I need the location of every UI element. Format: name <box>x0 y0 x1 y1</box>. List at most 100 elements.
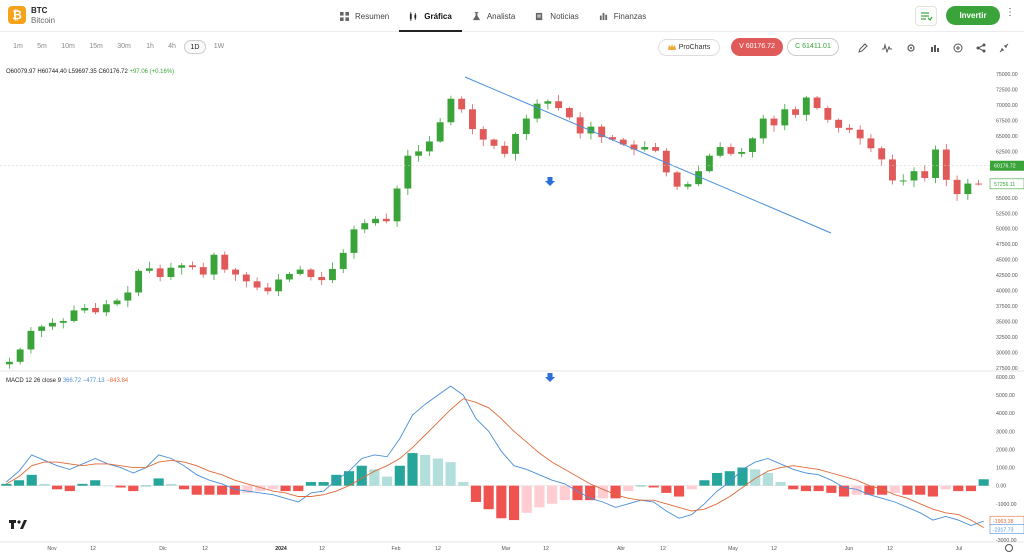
bitcoin-logo-icon: ₿ <box>8 6 26 24</box>
time-tick-label: Feb <box>392 546 401 552</box>
candle-body <box>964 183 972 195</box>
candle-body <box>630 144 638 150</box>
candle-body <box>716 147 724 156</box>
crown-icon <box>667 44 676 50</box>
candle-body <box>856 129 864 139</box>
candle-body <box>59 320 67 323</box>
chart-type-icon[interactable] <box>930 43 940 53</box>
histogram-bar <box>597 485 608 499</box>
candle-body <box>899 180 907 182</box>
candle-body <box>522 118 530 135</box>
histogram-bar <box>559 485 570 501</box>
more-options-icon[interactable]: ⋮ <box>1005 7 1015 18</box>
price-tick-label: 27500.00 <box>996 366 1018 372</box>
tab-resumen[interactable]: Resumen <box>330 0 399 32</box>
candle-body <box>113 300 121 305</box>
timeframe-1h[interactable]: 1h <box>146 43 154 50</box>
histogram-bar <box>762 472 773 486</box>
histogram-bar <box>166 483 177 486</box>
timeframe-1d[interactable]: 1D <box>184 40 206 54</box>
tab-analista[interactable]: Analista <box>462 0 525 32</box>
candle-body <box>598 126 606 138</box>
histogram-bar <box>394 465 405 486</box>
price-tick-label: 62500.00 <box>996 149 1018 155</box>
main-nav: Resumen Gráfica Analista Noticias Finanz… <box>330 0 656 32</box>
histogram-bar <box>686 485 697 490</box>
candle-body <box>156 268 164 278</box>
time-tick-label: 12 <box>202 546 208 552</box>
histogram-bar <box>280 485 291 492</box>
timeframe-10m[interactable]: 10m <box>61 43 75 50</box>
histogram-bar <box>673 485 685 497</box>
histogram-bar <box>432 458 443 486</box>
candle-body <box>307 269 315 278</box>
candle-body <box>738 151 746 154</box>
histogram-bar <box>242 485 253 493</box>
ohlc-close: C60176.72 <box>98 69 128 75</box>
timeframe-4h[interactable]: 4h <box>168 43 176 50</box>
candle-body <box>878 148 886 160</box>
histogram-bar <box>445 462 456 486</box>
price-tick-label: 30000.00 <box>996 351 1018 357</box>
histogram-bar <box>255 485 266 492</box>
asset-name: Bitcoin <box>31 16 56 25</box>
price-tick-label: 47500.00 <box>996 242 1018 248</box>
price-chart[interactable]: 75000.00 72500.00 70000.00 67500.00 65000.00… <box>0 62 1024 560</box>
sell-button[interactable]: V 60176.72 <box>731 38 783 56</box>
add-comparison-icon[interactable] <box>953 43 963 53</box>
indicators-icon[interactable] <box>882 43 892 53</box>
draw-pencil-icon[interactable] <box>858 43 868 53</box>
tab-noticias[interactable]: Noticias <box>525 0 588 32</box>
collapse-icon[interactable] <box>999 43 1009 53</box>
candle-body <box>425 141 433 152</box>
candle-body <box>372 218 379 224</box>
macd-tick-label: 3000.00 <box>996 429 1015 435</box>
candle-body <box>533 103 541 119</box>
watchlist-button[interactable] <box>915 6 937 26</box>
timeframe-30m[interactable]: 30m <box>117 43 131 50</box>
candle-body <box>415 151 423 156</box>
candle-body <box>975 183 983 185</box>
tab-finanzas[interactable]: Finanzas <box>589 0 656 32</box>
candle-body <box>619 139 627 145</box>
histogram-bar <box>369 469 380 486</box>
macd-tick-label: 5000.00 <box>996 393 1015 399</box>
candle-body <box>587 126 595 134</box>
histogram-bar <box>305 482 317 486</box>
candle-body <box>673 172 681 187</box>
timeframe-1w[interactable]: 1W <box>213 43 225 50</box>
candle-body <box>781 109 789 126</box>
tab-grafica[interactable]: Gráfica <box>399 0 462 32</box>
histogram-bar <box>940 485 951 490</box>
histogram-bar <box>750 469 761 486</box>
candle-body <box>264 287 272 292</box>
ohlc-low: L59697.35 <box>68 69 97 75</box>
candle-body <box>49 322 56 327</box>
histogram-bar <box>77 483 88 486</box>
prev-price-label: 57256.11 <box>994 182 1015 188</box>
candle-body <box>921 171 929 178</box>
histogram-bar <box>788 485 799 490</box>
share-icon[interactable] <box>976 43 986 53</box>
buy-button[interactable]: C 61411.01 <box>787 38 839 56</box>
histogram-bar <box>635 485 647 487</box>
timeframe-5m[interactable]: 5m <box>37 43 47 50</box>
procharts-button[interactable]: ProCharts <box>658 39 720 56</box>
candle-body <box>27 330 35 350</box>
histogram-bar <box>343 471 355 486</box>
invest-button[interactable]: Invertir <box>946 6 1000 25</box>
candle-body <box>329 268 336 281</box>
candle-body <box>178 265 186 268</box>
candle-body <box>684 184 692 187</box>
time-tick-label: 12 <box>660 546 666 552</box>
candle-body <box>565 108 573 118</box>
hist-value: −843.84 <box>106 378 129 384</box>
timeframe-1m[interactable]: 1m <box>13 43 23 50</box>
macd-tick-label: 4000.00 <box>996 411 1015 417</box>
timeframe-15m[interactable]: 15m <box>89 43 103 50</box>
histogram-bar <box>458 482 469 486</box>
histogram-bar <box>978 479 989 486</box>
candle-body <box>942 149 950 180</box>
settings-gear-icon[interactable] <box>906 43 916 53</box>
candle-body <box>92 307 99 313</box>
